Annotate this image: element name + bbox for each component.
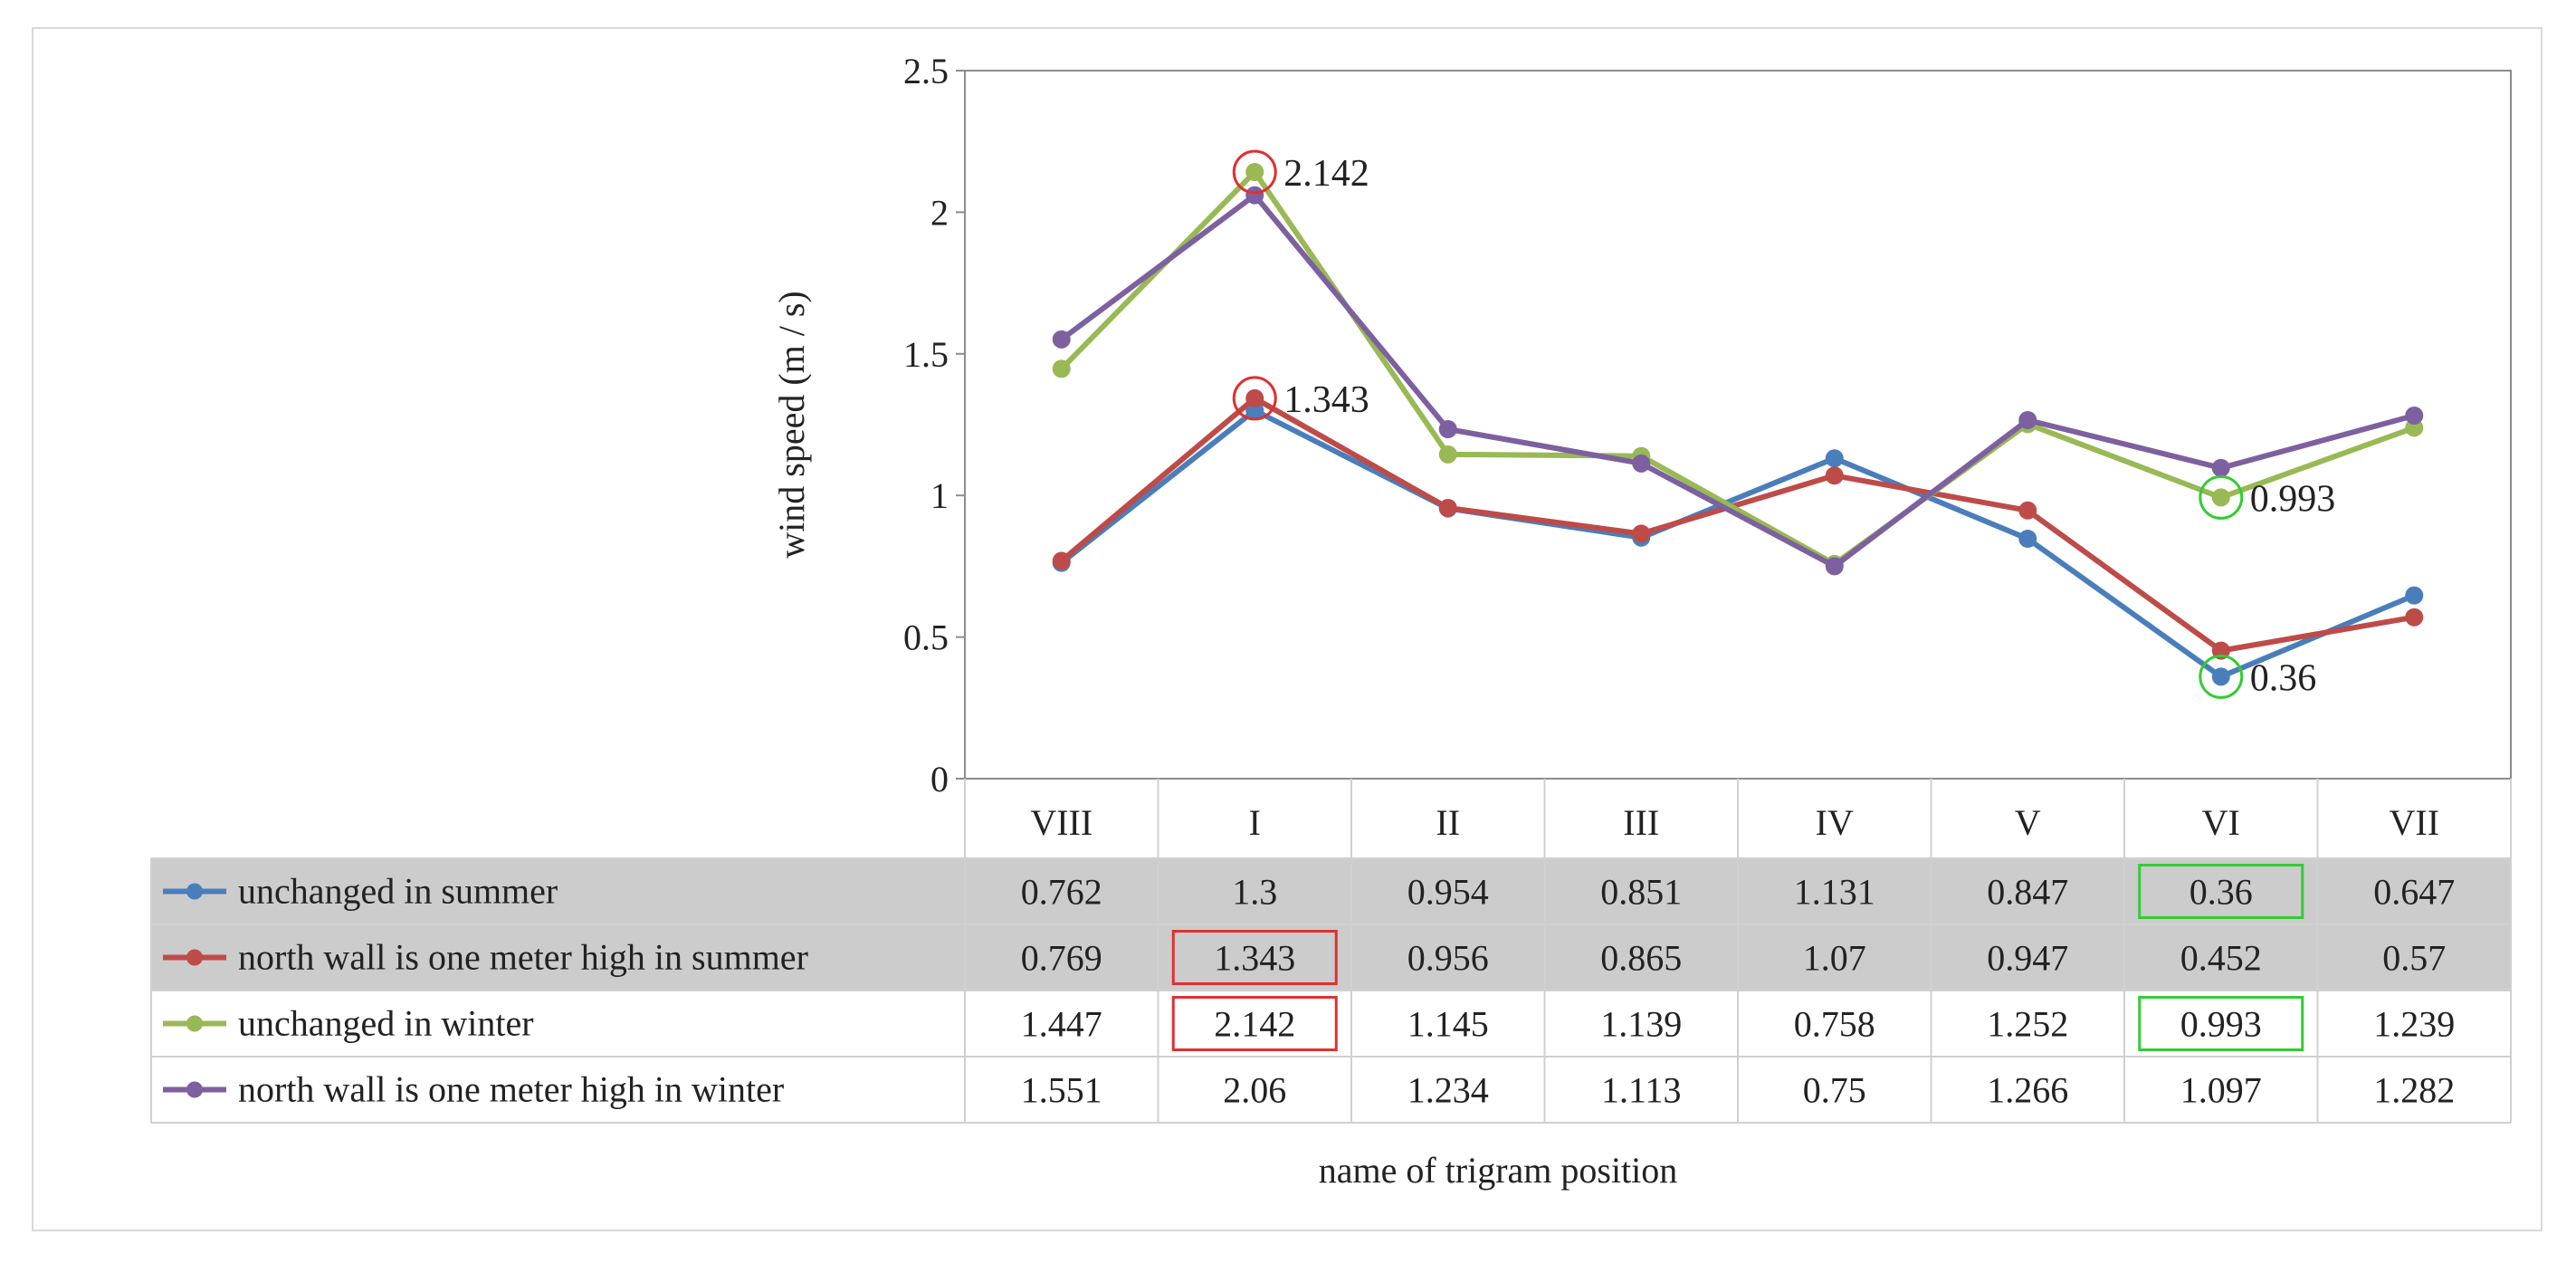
table-cell: 2.06	[1223, 1070, 1286, 1111]
table-cell: 0.769	[1021, 938, 1102, 979]
data-point	[2405, 406, 2424, 425]
table-cell: 0.956	[1407, 938, 1489, 979]
table-cell: 1.097	[2180, 1070, 2262, 1111]
y-tick-label: 1	[930, 475, 949, 516]
annotation-circle-0	[1232, 149, 1277, 195]
legend-marker-3	[186, 1081, 203, 1098]
data-point	[1825, 557, 1844, 576]
table-row-shade-0	[151, 858, 2511, 924]
table-cell: 0.954	[1407, 872, 1489, 913]
category-header-7: VII	[2389, 802, 2439, 843]
annotation-label-3: 0.36	[2250, 657, 2317, 699]
data-point	[1438, 498, 1457, 517]
table-cell: 0.762	[1021, 872, 1102, 913]
y-tick-label: 2.5	[903, 51, 949, 91]
legend-label-1: north wall is one meter high in summer	[238, 937, 808, 978]
x-axis-title: name of trigram position	[1319, 1150, 1678, 1191]
data-point	[1632, 454, 1651, 473]
table-cell: 0.57	[2382, 938, 2446, 979]
table-cell: 1.113	[1601, 1070, 1682, 1111]
legend-label-0: unchanged in summer	[238, 871, 558, 912]
category-header-0: VIII	[1030, 802, 1092, 843]
table-cell: 1.234	[1407, 1070, 1489, 1111]
table-cell: 0.75	[1803, 1070, 1866, 1111]
y-tick-label: 1.5	[903, 334, 949, 375]
data-point	[1438, 420, 1457, 439]
highlighted-cell-box-2	[1171, 996, 1338, 1051]
legend-marker-2	[186, 1015, 203, 1032]
table-cell: 1.343	[1214, 938, 1295, 979]
data-point	[1245, 162, 1264, 181]
table-cell: 0.452	[2180, 938, 2262, 979]
data-point	[2211, 667, 2230, 686]
legend-marker-1	[186, 949, 203, 966]
data-point	[2018, 410, 2037, 429]
table-cell: 2.142	[1214, 1004, 1295, 1045]
table-row-shade-1	[151, 924, 2511, 991]
table-cell: 0.758	[1794, 1004, 1875, 1045]
annotation-label-0: 2.142	[1283, 153, 1369, 195]
table-cell: 1.07	[1803, 938, 1866, 979]
annotation-label-1: 1.343	[1283, 379, 1369, 421]
table-cell: 1.239	[2373, 1004, 2455, 1045]
table-cell: 1.282	[2373, 1070, 2455, 1111]
category-header-1: I	[1249, 802, 1261, 843]
data-point	[1052, 330, 1071, 349]
table-cell: 0.947	[1987, 938, 2068, 979]
data-point	[1052, 551, 1071, 570]
legend-label-2: unchanged in winter	[238, 1003, 534, 1044]
legend-label-3: north wall is one meter high in winter	[238, 1069, 784, 1110]
data-point	[2405, 586, 2424, 605]
table-cell: 0.851	[1600, 872, 1682, 913]
table-cell: 0.865	[1600, 938, 1682, 979]
table-cell: 1.131	[1794, 872, 1875, 913]
data-point	[1825, 449, 1844, 468]
y-tick-label: 0.5	[903, 617, 949, 658]
category-header-5: V	[2015, 802, 2041, 843]
series-line-2	[1059, 168, 2416, 567]
legend-marker-0	[186, 883, 203, 900]
table-cell: 0.847	[1987, 872, 2068, 913]
series-line-0	[1059, 407, 2416, 680]
category-header-2: II	[1436, 802, 1460, 843]
series-line-1	[1059, 395, 2415, 654]
table-cell: 1.447	[1021, 1004, 1102, 1045]
table-cell: 0.993	[2180, 1004, 2262, 1045]
data-point	[2018, 530, 2037, 549]
data-point	[2211, 458, 2230, 477]
data-point	[1825, 466, 1844, 485]
highlighted-cell-box-0	[2138, 864, 2304, 919]
table-cell: 0.36	[2190, 872, 2253, 913]
y-tick-label: 0	[930, 759, 949, 799]
data-point	[1245, 186, 1264, 205]
y-tick-label: 2	[930, 192, 949, 233]
data-point	[2211, 488, 2230, 507]
data-point	[1052, 359, 1071, 378]
annotation-circle-1	[1232, 376, 1277, 421]
data-point	[1245, 388, 1264, 407]
highlighted-cell-box-1	[1171, 930, 1338, 985]
table-cell: 0.647	[2373, 872, 2455, 913]
category-header-4: IV	[1816, 802, 1854, 843]
data-point	[1438, 445, 1457, 464]
table-cell: 1.3	[1232, 872, 1277, 913]
series-line-3	[1059, 192, 2416, 570]
category-header-3: III	[1623, 802, 1659, 843]
table-cell: 1.551	[1021, 1070, 1102, 1111]
data-point	[2405, 608, 2424, 627]
data-point	[2018, 501, 2037, 520]
y-axis-title: wind speed (m / s)	[771, 291, 812, 559]
table-cell: 1.139	[1600, 1004, 1682, 1045]
annotation-circle-2	[2199, 474, 2244, 520]
table-cell: 1.266	[1987, 1070, 2068, 1111]
annotation-label-2: 0.993	[2250, 478, 2336, 520]
data-point	[1632, 524, 1651, 543]
table-cell: 1.252	[1987, 1004, 2068, 1045]
highlighted-cell-box-3	[2138, 996, 2304, 1051]
annotation-circle-3	[2199, 654, 2244, 699]
category-header-6: VI	[2202, 802, 2240, 843]
table-cell: 1.145	[1407, 1004, 1489, 1045]
